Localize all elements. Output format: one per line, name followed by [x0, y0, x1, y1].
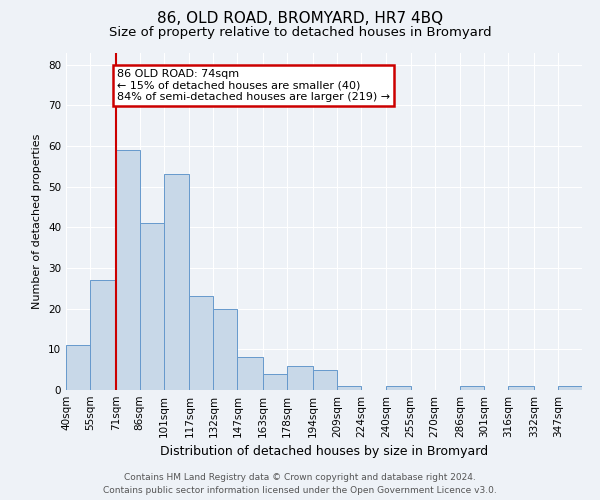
Bar: [214, 308, 238, 390]
Bar: [116, 150, 140, 390]
Bar: [508, 386, 534, 390]
Bar: [287, 366, 313, 390]
Y-axis label: Number of detached properties: Number of detached properties: [32, 134, 43, 309]
Bar: [190, 296, 214, 390]
Bar: [238, 358, 263, 390]
Text: 86 OLD ROAD: 74sqm
← 15% of detached houses are smaller (40)
84% of semi-detache: 86 OLD ROAD: 74sqm ← 15% of detached hou…: [117, 69, 391, 102]
X-axis label: Distribution of detached houses by size in Bromyard: Distribution of detached houses by size …: [160, 446, 488, 458]
Text: Size of property relative to detached houses in Bromyard: Size of property relative to detached ho…: [109, 26, 491, 39]
Bar: [386, 386, 410, 390]
Bar: [558, 386, 582, 390]
Bar: [263, 374, 287, 390]
Bar: [140, 224, 164, 390]
Text: 86, OLD ROAD, BROMYARD, HR7 4BQ: 86, OLD ROAD, BROMYARD, HR7 4BQ: [157, 11, 443, 26]
Bar: [460, 386, 484, 390]
Bar: [313, 370, 337, 390]
Text: Contains HM Land Registry data © Crown copyright and database right 2024.
Contai: Contains HM Land Registry data © Crown c…: [103, 474, 497, 495]
Bar: [90, 280, 116, 390]
Bar: [66, 346, 90, 390]
Bar: [337, 386, 361, 390]
Bar: [164, 174, 190, 390]
